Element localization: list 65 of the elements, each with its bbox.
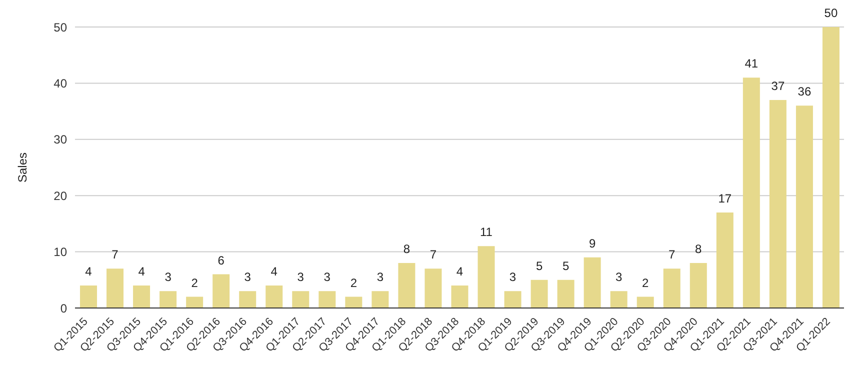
data-label: 4 [456,264,464,279]
bar [372,291,389,308]
bar [451,286,468,308]
data-label: 3 [616,270,622,284]
bar [504,291,522,308]
bar [822,27,840,308]
bar [212,274,230,308]
bar [133,286,150,308]
data-label: 11 [480,225,493,240]
bar [478,246,495,308]
bar [663,268,680,308]
y-tick-label: 30 [54,132,68,147]
data-label: 5 [536,258,543,273]
bar [345,296,362,308]
data-label: 3 [324,270,331,284]
y-tick-label: 50 [54,20,68,34]
data-label: 9 [588,236,596,250]
data-label: 2 [350,276,358,290]
bar [266,286,283,308]
data-label: 7 [430,248,437,262]
data-label: 6 [218,253,225,268]
data-label: 3 [244,270,252,284]
bar [80,286,97,308]
bar [292,291,310,308]
data-label: 3 [509,270,516,284]
data-label: 3 [297,270,304,284]
data-label: 50 [824,6,838,20]
y-tick-label: 40 [54,76,68,90]
y-tick-label: 10 [54,245,68,260]
bar [690,263,707,308]
data-label: 37 [771,79,785,94]
y-axis-title: Sales [15,152,30,183]
bar [318,291,336,308]
data-label: 41 [744,56,758,71]
bar [610,291,628,308]
bar [186,296,204,308]
data-label: 36 [798,84,812,99]
data-label: 2 [642,276,650,290]
data-label: 7 [668,248,676,262]
data-label: 3 [164,270,172,284]
data-label: 2 [191,276,198,290]
data-label: 8 [695,242,702,256]
data-label: 3 [376,270,384,284]
bar [584,257,601,308]
data-label: 4 [138,264,146,279]
bar [398,263,416,308]
bar [106,268,124,308]
bar [769,100,786,308]
bar [742,78,760,308]
y-tick-label: 0 [60,301,68,316]
data-label: 7 [112,248,119,262]
data-label: 8 [403,242,410,256]
bar [239,291,256,308]
bar [160,291,177,308]
bar [636,296,654,308]
bar [557,280,574,308]
y-tick-label: 20 [54,188,68,203]
data-label: 4 [270,264,278,279]
bar [716,212,734,308]
bar [796,106,813,308]
bar [424,268,442,308]
data-label: 17 [718,191,732,206]
data-label: 5 [562,258,570,273]
bar [530,280,548,308]
data-label: 4 [85,264,92,279]
